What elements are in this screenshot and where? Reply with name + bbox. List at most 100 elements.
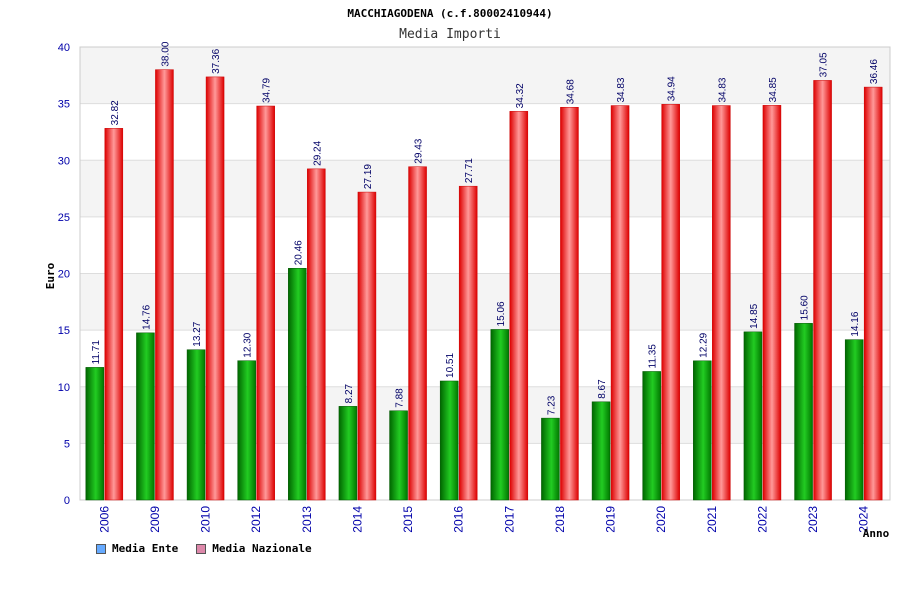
x-tick-label: 2016 bbox=[452, 506, 466, 533]
value-label: 7.23 bbox=[546, 395, 557, 415]
x-tick-label: 2010 bbox=[199, 506, 213, 533]
bars bbox=[85, 69, 883, 501]
value-label: 20.46 bbox=[293, 240, 304, 265]
value-label: 15.60 bbox=[800, 295, 811, 320]
value-label: 38.00 bbox=[160, 41, 171, 66]
y-axis-ticks: 0 5 10 15 20 25 30 35 40 bbox=[58, 42, 70, 507]
x-tick-label: 2020 bbox=[654, 506, 668, 533]
legend-swatch-media-nazionale bbox=[196, 543, 207, 554]
value-label: 14.85 bbox=[749, 303, 760, 328]
x-tick-label: 2014 bbox=[350, 506, 364, 533]
chart-title: MACCHIAGODENA (c.f.80002410944) bbox=[347, 7, 552, 20]
y-tick-label: 35 bbox=[58, 99, 70, 111]
bar-media-ente bbox=[237, 360, 256, 501]
value-label: 10.51 bbox=[445, 353, 456, 378]
bar-media-nazionale bbox=[205, 76, 225, 501]
value-label: 14.16 bbox=[850, 311, 861, 336]
bar-media-ente bbox=[439, 380, 459, 501]
bar-media-ente bbox=[389, 410, 408, 501]
legend-item-media-ente: Media Ente bbox=[96, 542, 178, 555]
value-label: 37.05 bbox=[819, 52, 830, 77]
value-label: 13.27 bbox=[192, 321, 203, 346]
x-tick-label: 2021 bbox=[705, 506, 719, 533]
value-label: 34.85 bbox=[768, 77, 779, 102]
value-label: 34.83 bbox=[717, 77, 728, 102]
bar-media-ente bbox=[794, 323, 813, 501]
legend: Media Ente Media Nazionale bbox=[96, 542, 312, 555]
value-label: 27.19 bbox=[363, 164, 374, 189]
value-label: 7.88 bbox=[395, 388, 406, 408]
value-label: 34.94 bbox=[667, 76, 678, 101]
x-tick-label: 2018 bbox=[553, 506, 567, 533]
y-tick-label: 0 bbox=[64, 495, 70, 507]
bar-media-ente bbox=[693, 360, 712, 501]
chart-subtitle: Media Importi bbox=[399, 27, 501, 42]
legend-item-media-nazionale: Media Nazionale bbox=[196, 542, 312, 555]
value-label: 34.32 bbox=[515, 83, 526, 108]
value-label: 11.35 bbox=[648, 344, 659, 369]
bar-media-ente bbox=[136, 332, 155, 501]
bar-media-ente bbox=[844, 339, 864, 501]
x-tick-label: 2022 bbox=[755, 506, 769, 533]
bar-media-ente bbox=[186, 349, 206, 501]
x-tick-label: 2012 bbox=[249, 506, 263, 533]
bar-media-ente bbox=[642, 371, 661, 501]
y-tick-label: 10 bbox=[58, 382, 70, 394]
legend-swatch-media-ente bbox=[96, 543, 106, 554]
value-label: 27.71 bbox=[464, 158, 475, 183]
bar-media-nazionale bbox=[661, 104, 680, 501]
bar-media-nazionale bbox=[408, 166, 427, 501]
bar-media-nazionale bbox=[458, 185, 478, 501]
value-label: 12.30 bbox=[243, 332, 254, 357]
bar-media-ente bbox=[490, 329, 510, 501]
value-label: 11.71 bbox=[91, 340, 102, 365]
bar-media-nazionale bbox=[863, 86, 883, 501]
x-tick-label: 2013 bbox=[300, 506, 314, 533]
bar-media-ente bbox=[288, 268, 307, 501]
value-label: 29.43 bbox=[414, 138, 425, 163]
x-tick-label: 2009 bbox=[148, 506, 162, 533]
value-label: 8.27 bbox=[344, 383, 355, 403]
bar-media-nazionale bbox=[560, 106, 579, 501]
y-tick-label: 25 bbox=[58, 212, 70, 224]
x-tick-label: 2019 bbox=[604, 506, 618, 533]
value-label: 34.79 bbox=[262, 78, 273, 103]
bar-media-nazionale bbox=[104, 128, 124, 501]
bar-media-nazionale bbox=[256, 105, 275, 501]
bar-media-nazionale bbox=[712, 105, 731, 501]
bar-media-ente bbox=[743, 331, 763, 501]
value-label: 36.46 bbox=[869, 59, 880, 84]
legend-label-media-ente: Media Ente bbox=[112, 542, 179, 555]
value-labels: 11.71 32.82 14.76 38.00 13.27 37.36 12.30 34.79… bbox=[91, 41, 880, 415]
y-tick-label: 15 bbox=[58, 325, 70, 337]
bar-media-ente bbox=[85, 367, 105, 501]
x-tick-label: 2023 bbox=[806, 506, 820, 533]
bar-media-nazionale bbox=[357, 191, 377, 501]
bar-media-nazionale bbox=[813, 80, 832, 501]
x-axis-ticks: 2006 2009 2010 2012 2013 2014 2015 2016 2017 2018… bbox=[97, 506, 870, 533]
bar-media-nazionale bbox=[155, 69, 174, 501]
bar-media-ente bbox=[338, 406, 358, 501]
bar-media-nazionale bbox=[610, 105, 630, 501]
value-label: 29.24 bbox=[312, 140, 323, 165]
x-tick-label: 2017 bbox=[502, 506, 516, 533]
y-tick-label: 30 bbox=[58, 155, 70, 167]
value-label: 37.36 bbox=[211, 48, 222, 73]
bar-media-nazionale bbox=[307, 168, 326, 501]
value-label: 32.82 bbox=[110, 100, 121, 125]
bar-media-nazionale bbox=[509, 111, 529, 501]
bar-media-ente bbox=[541, 417, 560, 501]
y-tick-label: 5 bbox=[64, 438, 70, 450]
x-tick-label: 2006 bbox=[97, 506, 111, 533]
value-label: 8.67 bbox=[597, 379, 608, 399]
value-label: 34.83 bbox=[616, 77, 627, 102]
x-tick-label: 2024 bbox=[857, 506, 871, 533]
y-axis-label: Euro bbox=[44, 262, 57, 289]
plot-frame bbox=[79, 46, 891, 501]
y-tick-label: 40 bbox=[58, 42, 70, 54]
x-axis-label: Anno bbox=[863, 527, 890, 540]
value-label: 34.68 bbox=[565, 79, 576, 104]
bar-media-ente bbox=[591, 401, 611, 501]
y-tick-label: 20 bbox=[58, 269, 70, 281]
